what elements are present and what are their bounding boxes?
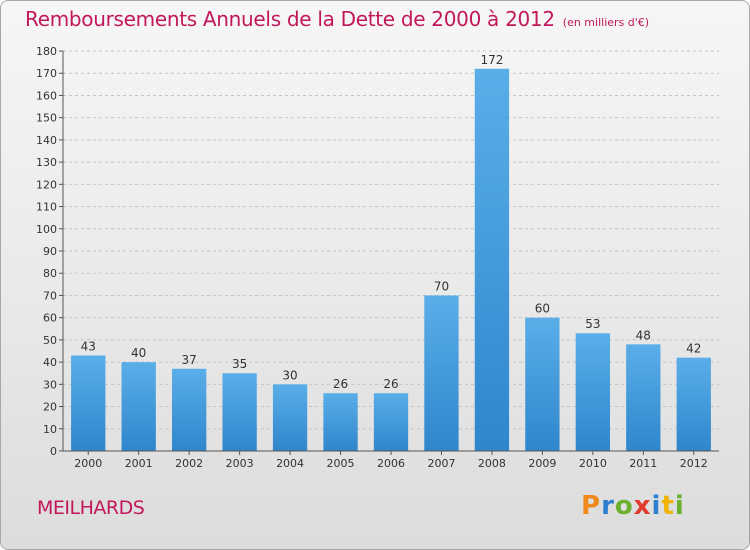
y-tick-label: 30 [43, 378, 57, 391]
y-tick-label: 20 [43, 401, 57, 414]
x-tick-label-2010: 2010 [579, 457, 607, 470]
data-label-2012: 42 [686, 342, 701, 356]
bar-2003 [222, 373, 257, 451]
x-tick-label-2005: 2005 [327, 457, 355, 470]
chart-subtitle: (en milliers d'€) [562, 16, 650, 29]
y-tick-label: 50 [43, 334, 57, 347]
place-name: MEILHARDS [37, 497, 145, 519]
bar-2007 [424, 295, 459, 451]
data-label-2008: 172 [480, 53, 503, 67]
logo-letter: x [633, 491, 652, 521]
y-tick-label: 90 [43, 245, 57, 258]
y-tick-label: 60 [43, 312, 57, 325]
bar-2005 [323, 393, 358, 451]
bar-2010 [575, 333, 611, 451]
data-label-2011: 48 [636, 328, 651, 342]
bar-chart: 0 10 20 30 40 50 60 70 80 90 100 110 120 130 140 150 160… [36, 45, 719, 470]
y-tick-label: 10 [43, 423, 57, 436]
chart-title-text: Remboursements Annuels de la Dette de 20… [25, 7, 555, 31]
data-label-2010: 53 [585, 317, 600, 331]
y-tick-label: 170 [36, 67, 57, 80]
y-tick-label: 150 [36, 112, 57, 125]
bar-2006 [373, 393, 409, 451]
y-tick-label: 180 [36, 45, 57, 58]
logo-letter: r [601, 491, 615, 521]
chart-title: Remboursements Annuels de la Dette de 20… [25, 7, 649, 31]
grid-lines [63, 50, 719, 430]
y-tick-label: 70 [43, 289, 57, 302]
x-tick-label-2003: 2003 [226, 457, 254, 470]
data-labels: 43 40 37 35 30 26 26 70 172 60 53 48 42 [81, 53, 702, 391]
x-tick-label-2007: 2007 [427, 457, 455, 470]
logo-letter: i [651, 491, 662, 521]
x-axis-ticks: 2000 2001 2002 2003 2004 2005 2006 2007 2008 2009… [74, 451, 708, 470]
y-tick-label: 130 [36, 156, 57, 169]
x-tick-label-2001: 2001 [125, 457, 153, 470]
x-tick-label-2009: 2009 [528, 457, 556, 470]
bar-2011 [626, 344, 661, 451]
logo-letter: t [661, 491, 675, 521]
data-label-2001: 40 [131, 346, 146, 360]
y-tick-label: 100 [36, 223, 57, 236]
y-tick-label: 160 [36, 89, 57, 102]
y-tick-label: 40 [43, 356, 57, 369]
x-tick-label-2008: 2008 [478, 457, 506, 470]
data-label-2003: 35 [232, 357, 247, 371]
data-label-2005: 26 [333, 377, 348, 391]
data-label-2002: 37 [182, 353, 197, 367]
x-tick-label-2011: 2011 [629, 457, 657, 470]
y-tick-label: 140 [36, 134, 57, 147]
data-label-2006: 26 [383, 377, 398, 391]
x-tick-label-2002: 2002 [175, 457, 203, 470]
y-tick-label: 80 [43, 267, 57, 280]
y-axis-ticks: 0 10 20 30 40 50 60 70 80 90 100 110 120 130 140 150 160… [36, 45, 63, 458]
bar-2000 [71, 355, 106, 451]
bar-2001 [121, 362, 156, 451]
bar-2004 [272, 384, 308, 451]
bar-2008 [474, 68, 510, 452]
bar-2009 [525, 317, 560, 451]
y-tick-label: 0 [50, 445, 57, 458]
data-label-2007: 70 [434, 279, 449, 293]
bars [71, 68, 711, 452]
data-label-2009: 60 [535, 302, 550, 316]
data-label-2000: 43 [81, 339, 96, 353]
y-tick-label: 120 [36, 178, 57, 191]
proxiti-logo: Proxiti [581, 491, 685, 521]
logo-letter: i [674, 491, 685, 521]
logo-letter: P [581, 491, 602, 521]
x-tick-label-2012: 2012 [680, 457, 708, 470]
x-tick-label-2006: 2006 [377, 457, 405, 470]
bar-2002 [171, 368, 207, 451]
bar-2012 [676, 357, 711, 451]
logo-letter: o [614, 491, 634, 521]
x-tick-label-2000: 2000 [74, 457, 102, 470]
x-tick-label-2004: 2004 [276, 457, 304, 470]
y-tick-label: 110 [36, 201, 57, 214]
data-label-2004: 30 [282, 368, 297, 382]
